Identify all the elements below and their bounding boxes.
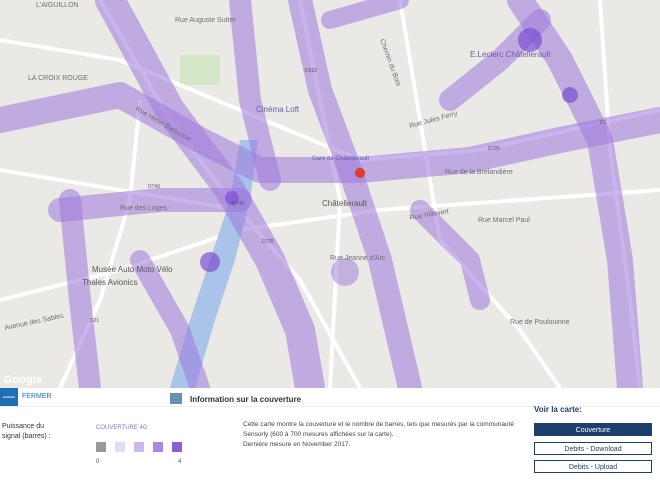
map-label[interactable]: Cinéma Loft [256,105,300,114]
road-number: D749 [148,184,160,190]
info-panel: — FERMER Puissance du signal (barres) : C… [0,388,660,489]
map: L'AIGUILLON Rue Auguste Sutter Chemin du… [0,0,660,388]
legend-label: Puissance du signal (barres) : [2,423,51,440]
close-label[interactable]: FERMER [22,393,52,400]
map-label: Rue de Poulouinne [510,319,570,326]
map-label[interactable]: E.Leclerc Châtellerault [470,50,551,59]
description: Cette carte montre la couverture et le n… [243,420,523,450]
map-label: LA CROIX ROUGE [28,75,88,82]
map-label: Rue Auguste Sutter [175,17,236,24]
map-label: Châtellerault [322,199,368,208]
map-label: Rue Marcel Paul [478,217,530,224]
legend-swatch [172,442,182,452]
map-label: Rue de la Brelandière [445,169,513,176]
map-label[interactable]: Gare de Châtellerault [312,156,369,162]
road-number: D910 [305,68,317,74]
map-label: Rue Jeanne d'Arc [330,255,386,262]
panel-title: Information sur la couverture [190,395,302,404]
legend-swatch [153,442,163,452]
map-label: Rue des Loges [120,205,168,212]
road-number: D21 [90,318,99,324]
legend-min: 0 [96,459,100,465]
close-bar[interactable]: — FERMER [0,388,660,407]
button[interactable]: Debits - Upload [534,460,652,473]
road-number: D749 [232,201,244,207]
legend-swatch [96,442,106,452]
legend-swatch [134,442,144,452]
button[interactable]: Debits - Download [534,442,652,455]
map-label: L'AIGUILLON [36,2,79,9]
road-number: D725 [488,146,500,152]
map-attribution: Google [4,374,42,386]
last-measure: Dernière mesure en November 2017. [243,441,351,448]
legend-swatch [115,442,125,452]
map-label[interactable]: Thales Avionics [82,278,137,287]
legend-title: COUVERTURE 4G [96,425,148,431]
button[interactable]: Couverture [534,423,652,436]
info-icon [170,393,182,404]
map-label[interactable]: Musée Auto Moto Vélo [92,265,173,274]
road-number: D725 [262,239,274,245]
description-text: Cette carte montre la couverture et le n… [243,421,514,438]
legend-max: 4 [178,459,182,465]
road-number: D1 [600,120,607,126]
see-map-label: Voir la carte: [534,405,582,414]
